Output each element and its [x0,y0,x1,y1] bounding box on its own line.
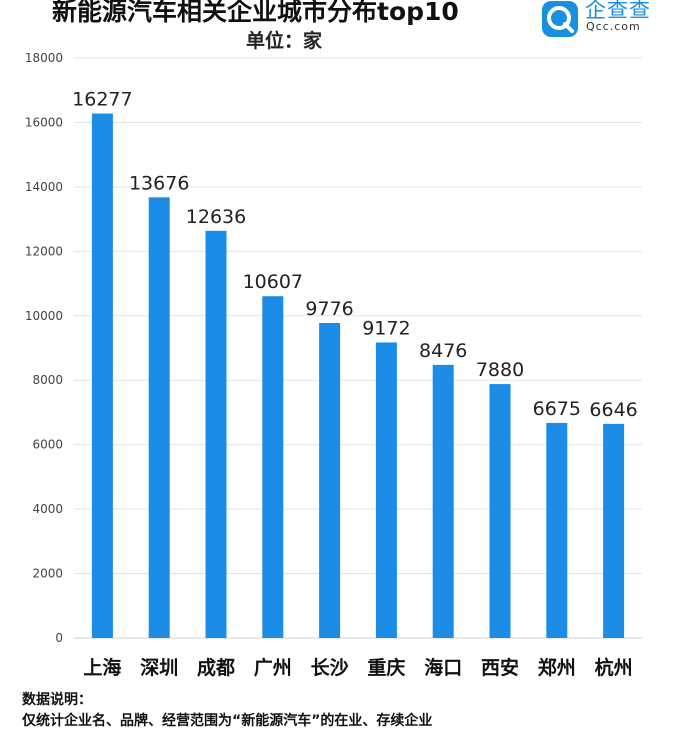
y-tick-label: 16000 [25,115,63,129]
y-tick-label: 12000 [25,244,63,258]
chart-title: 新能源汽车相关企业城市分布top10 [52,0,459,26]
y-tick-label: 2000 [32,567,63,581]
notes-line-1: 仅统计企业名、品牌、经营范围为“新能源汽车”的在业、存续企业 [22,713,433,729]
bar [91,113,113,638]
x-tick-label: 杭州 [595,656,633,679]
x-tick-label: 郑州 [538,657,576,679]
chart-header: 新能源汽车相关企业城市分布top10 单位：家 企查查 Qcc.com [0,0,678,56]
x-tick-label: 广州 [254,656,292,679]
data-label: 7880 [476,359,524,381]
bar [205,230,227,638]
data-label: 6646 [589,399,637,421]
data-notes: 数据说明： 仅统计企业名、品牌、经营范围为“新能源汽车”的在业、存续企业 [22,690,672,732]
data-label: 10607 [243,271,303,293]
x-tick-label: 重庆 [367,656,405,679]
bar [546,422,568,638]
data-label: 9776 [305,298,353,320]
data-label: 6675 [533,398,581,420]
data-label: 16277 [72,89,132,111]
bar [603,423,625,638]
bar [432,364,454,638]
bar-chart: 0 2000 4000 6000 8000 10000 12000 14000 16000 180… [25,51,642,679]
y-tick-label: 18000 [25,51,63,65]
y-tick-label: 4000 [32,502,63,516]
unit-label: 单位：家 [246,30,323,52]
data-label: 13676 [129,172,189,194]
y-axis-ticks: 0 2000 4000 6000 8000 10000 12000 14000 16000 180… [25,51,63,645]
data-label: 9172 [362,317,410,339]
data-label: 12636 [186,206,246,228]
x-axis-ticks: 上海 深圳 成都 广州 长沙 重庆 海口 西安 郑州 杭州 [83,656,632,679]
brand-name: 企查查 [585,0,651,22]
y-tick-label: 10000 [25,309,63,323]
bar [489,384,511,638]
notes-heading: 数据说明： [22,692,92,708]
bar [319,322,341,638]
y-tick-label: 6000 [32,438,63,452]
data-label: 8476 [419,340,467,362]
qcc-logo-icon [542,1,578,37]
x-tick-label: 上海 [83,656,121,679]
x-tick-label: 西安 [481,656,519,679]
bar [375,342,397,638]
y-tick-label: 14000 [25,180,63,194]
x-tick-label: 深圳 [140,656,178,679]
brand-domain: Qcc.com [586,20,641,33]
y-tick-label: 8000 [32,373,63,387]
x-tick-label: 成都 [197,656,235,679]
bar [262,296,284,638]
y-tick-label: 0 [55,631,63,645]
bars [91,113,625,638]
x-tick-label: 海口 [424,656,462,679]
bar [148,197,170,638]
x-tick-label: 长沙 [311,657,349,679]
